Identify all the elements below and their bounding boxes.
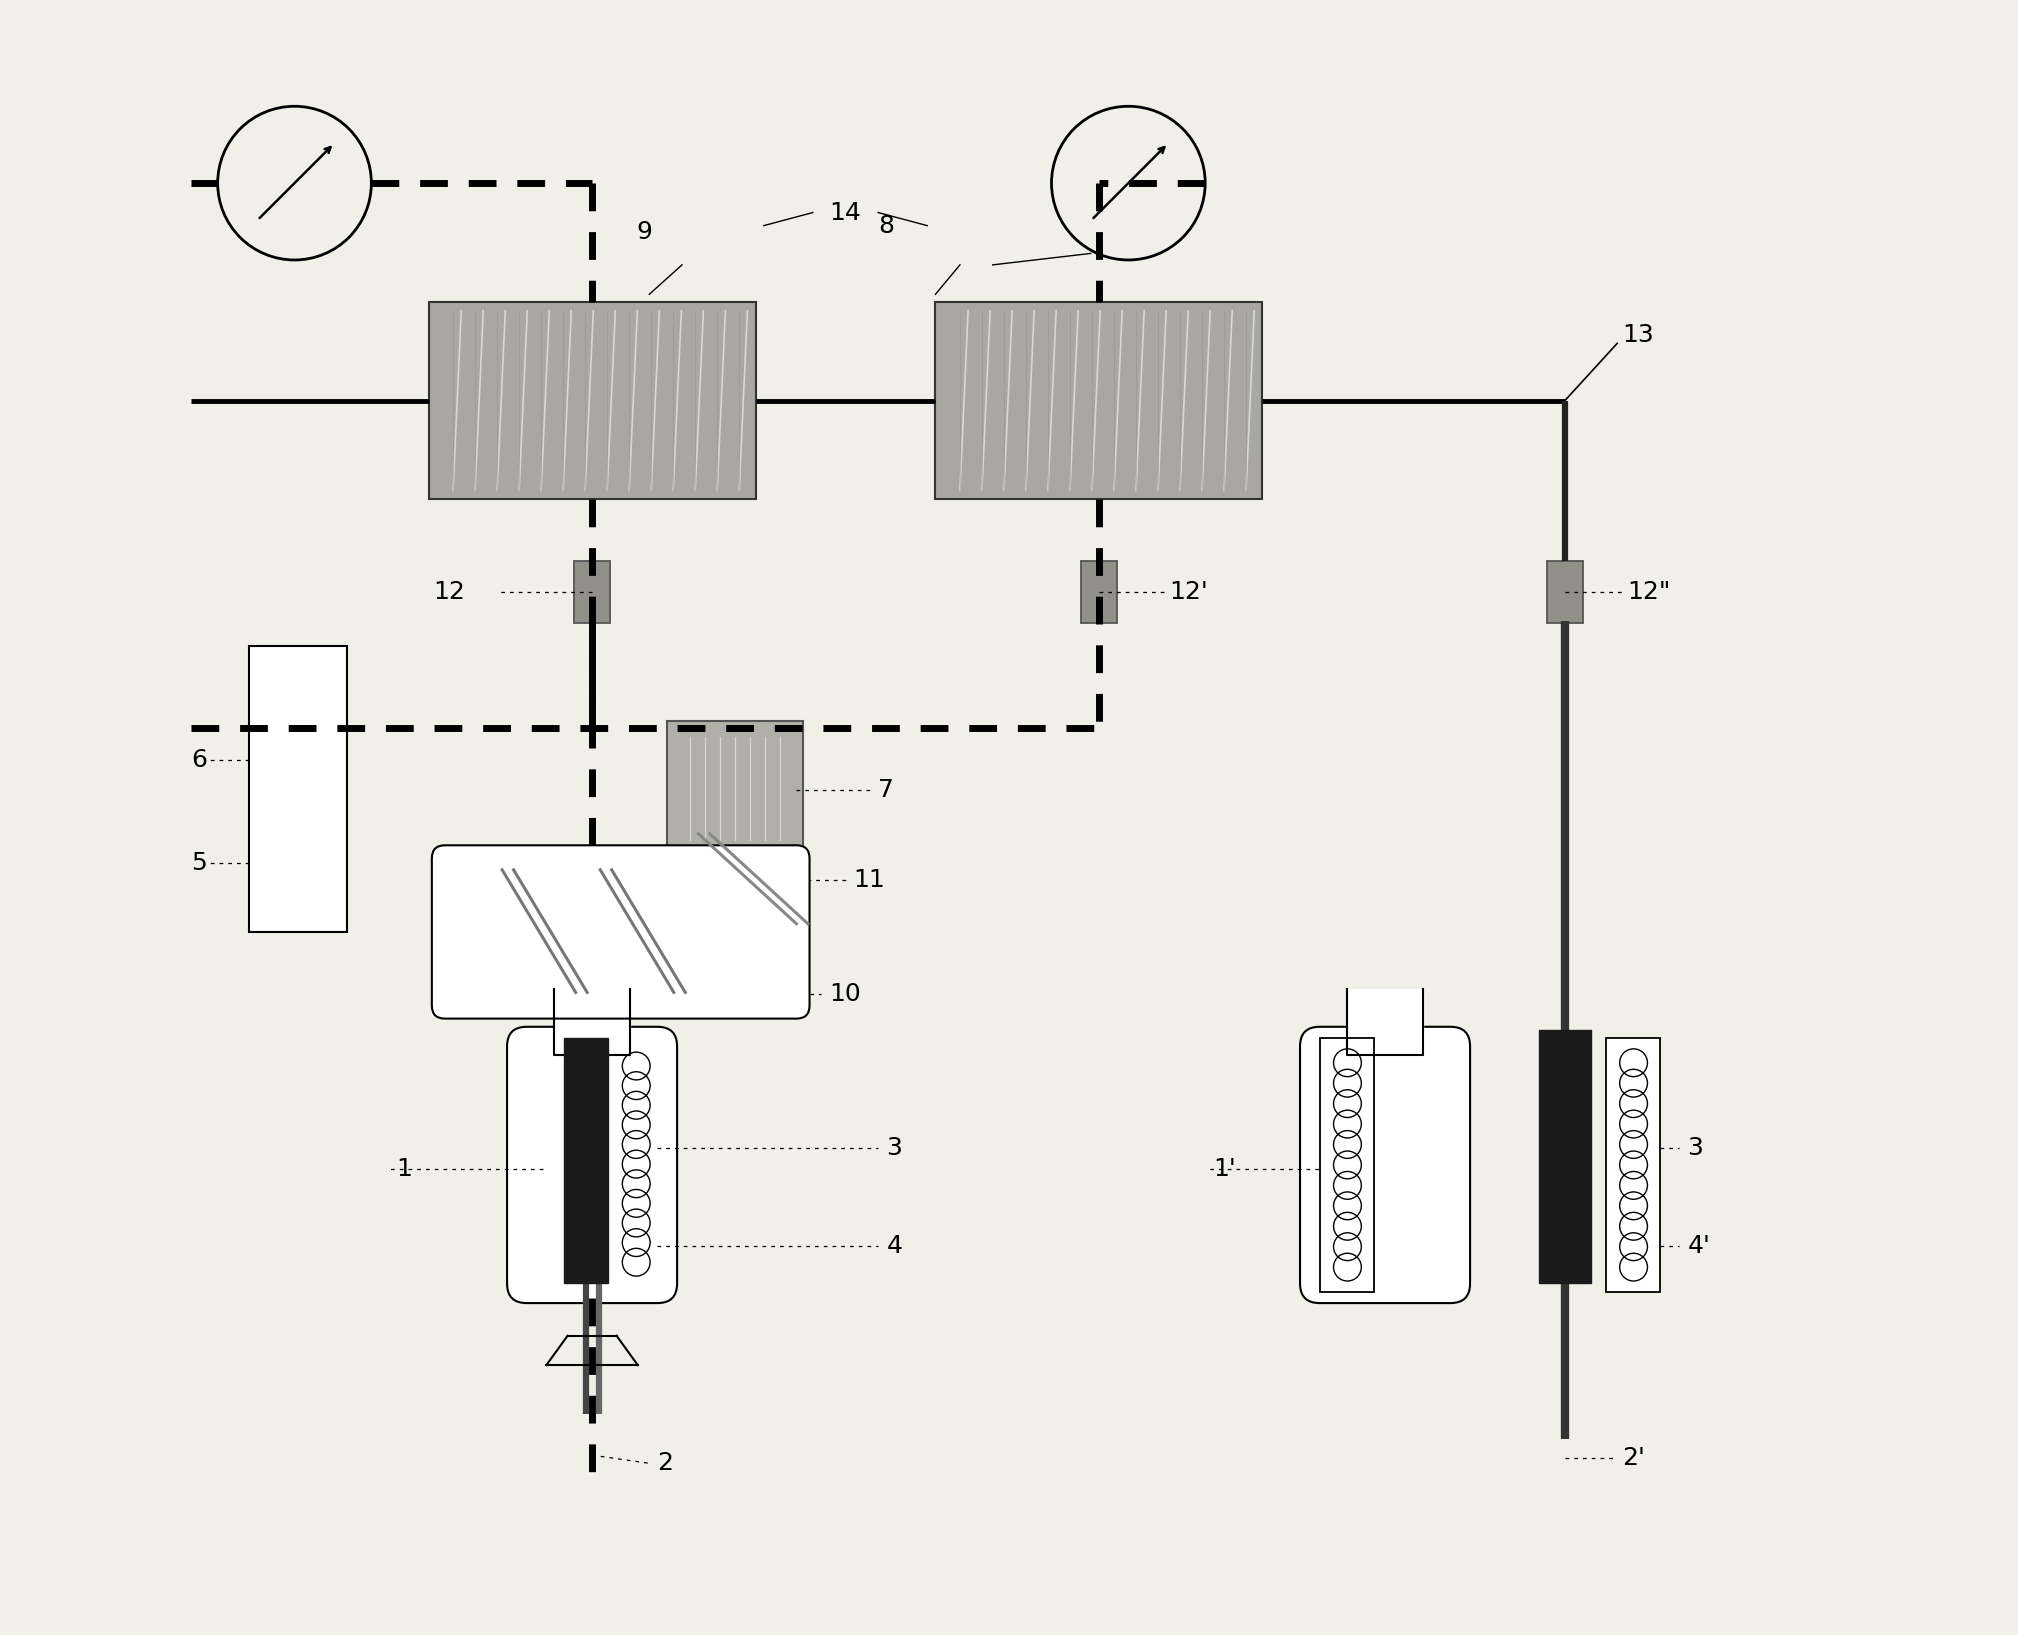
FancyBboxPatch shape: [1320, 1038, 1374, 1292]
Text: 9: 9: [636, 221, 652, 244]
FancyBboxPatch shape: [668, 721, 803, 857]
FancyBboxPatch shape: [248, 646, 347, 932]
Text: 13: 13: [1622, 324, 1655, 347]
Text: 2': 2': [1622, 1447, 1645, 1470]
Text: 8: 8: [878, 214, 894, 237]
FancyBboxPatch shape: [1082, 561, 1116, 623]
Polygon shape: [1348, 989, 1423, 1055]
Text: 2: 2: [658, 1452, 674, 1475]
Text: 12: 12: [434, 580, 466, 603]
FancyBboxPatch shape: [936, 302, 1263, 499]
Text: 5: 5: [192, 852, 208, 875]
Text: 3: 3: [886, 1136, 902, 1159]
Text: 11: 11: [854, 868, 886, 891]
FancyBboxPatch shape: [507, 1027, 678, 1303]
Text: 12': 12': [1168, 580, 1209, 603]
Text: 12": 12": [1627, 580, 1671, 603]
FancyBboxPatch shape: [1548, 561, 1582, 623]
Text: 7: 7: [878, 778, 894, 801]
Text: 10: 10: [829, 983, 862, 1006]
Text: 1: 1: [396, 1158, 412, 1180]
FancyBboxPatch shape: [432, 845, 809, 1019]
FancyBboxPatch shape: [573, 561, 609, 623]
FancyBboxPatch shape: [428, 302, 755, 499]
Text: 4': 4': [1687, 1234, 1711, 1257]
Text: 1': 1': [1213, 1158, 1237, 1180]
Polygon shape: [555, 989, 630, 1055]
Text: 4: 4: [886, 1234, 902, 1257]
Text: 3: 3: [1687, 1136, 1703, 1159]
Polygon shape: [565, 1038, 607, 1283]
Text: 14: 14: [829, 201, 862, 224]
FancyBboxPatch shape: [1606, 1038, 1659, 1292]
Text: 6: 6: [192, 749, 208, 772]
FancyBboxPatch shape: [1300, 1027, 1469, 1303]
Polygon shape: [1540, 1030, 1590, 1283]
